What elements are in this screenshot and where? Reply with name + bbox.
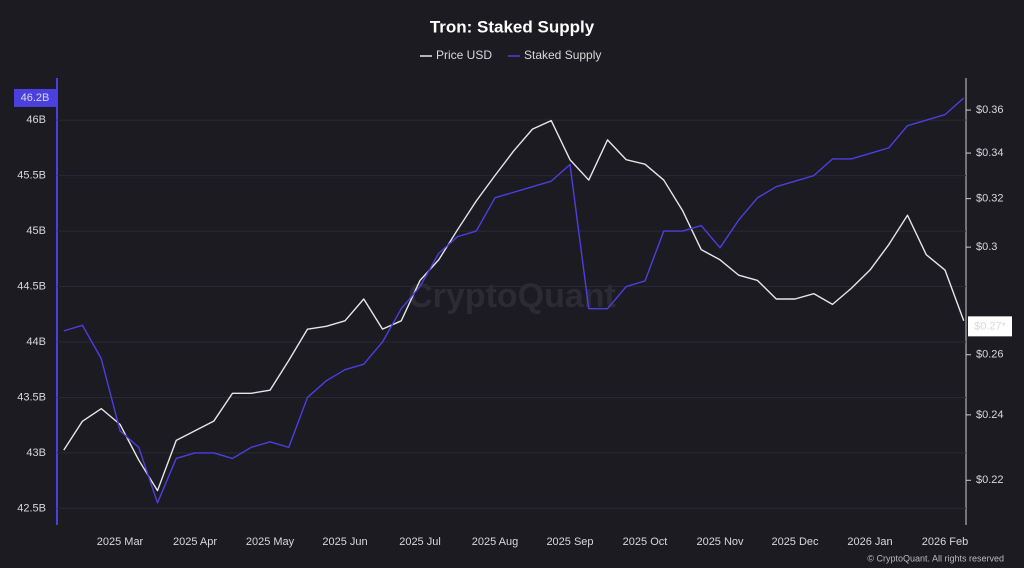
x-tick-label: 2025 Jun [322,536,367,548]
x-tick-label: 2025 Jul [399,536,441,548]
watermark: CryptoQuant [408,277,616,315]
current-value-box [14,88,56,107]
series-line [63,119,965,492]
y-tick-label: 46B [26,114,46,126]
x-tick-label: 2025 Nov [696,536,744,548]
current-price-box [968,316,1012,337]
y2-tick-label: $0.34 [976,147,1004,159]
current-value-label: 46.2B [21,92,50,104]
y2-tick-label: $0.36 [976,104,1004,116]
y-tick-label: 43B [26,447,46,459]
y2-tick-label: $0.24 [976,409,1004,421]
x-tick-label: 2025 Sep [546,536,593,548]
x-tick-label: 2025 Mar [97,536,144,548]
y-tick-label: 44B [26,336,46,348]
series-line [63,97,965,504]
x-tick-label: 2025 Oct [623,536,668,548]
y-tick-label: 43.5B [17,391,46,403]
y2-tick-label: $0.32 [976,193,1004,205]
y-tick-label: 45.5B [17,170,46,182]
x-tick-label: 2025 Apr [173,536,217,548]
y2-tick-label: $0.22 [976,474,1004,486]
chart-title: Tron: Staked Supply [430,17,595,36]
current-price-label: $0.27* [974,320,1007,332]
x-tick-label: 2025 Dec [771,536,819,548]
y-tick-label: 42.5B [17,502,46,514]
y-tick-label: 45B [26,225,46,237]
x-tick-label: 2026 Feb [922,536,968,548]
footer: © CryptoQuant. All rights reserved [867,553,1004,563]
y2-tick-label: $0.26 [976,349,1004,361]
legend-label[interactable]: Staked Supply [524,48,601,62]
x-tick-label: 2025 Aug [472,536,519,548]
y-tick-label: 44.5B [17,280,46,292]
x-tick-label: 2026 Jan [847,536,892,548]
legend-label[interactable]: Price USD [436,48,492,62]
x-tick-label: 2025 May [246,536,295,548]
y2-tick-label: $0.3 [976,241,997,253]
